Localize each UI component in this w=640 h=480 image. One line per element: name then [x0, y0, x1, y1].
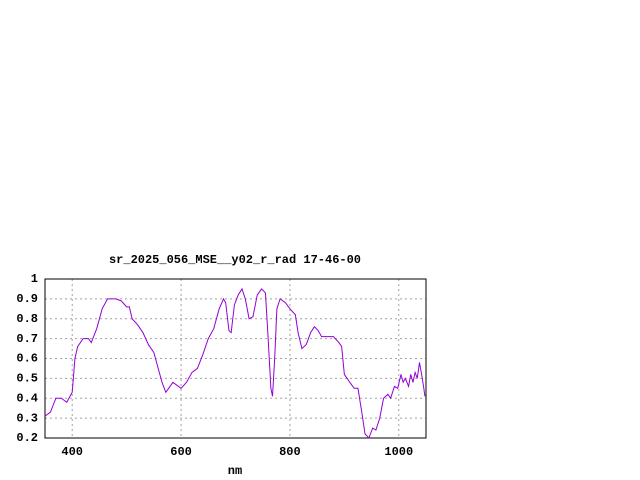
y-tick-label: 0.5 — [16, 372, 38, 386]
plot-frame — [44, 278, 427, 439]
x-tick-label: 600 — [170, 445, 192, 459]
y-tick-label: 0.3 — [16, 411, 38, 425]
y-tick-label: 0.4 — [16, 391, 38, 405]
y-tick-label: 0.9 — [16, 292, 38, 306]
y-tick-label: 0.8 — [16, 312, 38, 326]
y-tick-label: 0.6 — [16, 352, 38, 366]
x-tick-label: 1000 — [384, 445, 413, 459]
x-axis-label: nm — [228, 464, 242, 478]
x-tick-label: 400 — [61, 445, 83, 459]
y-tick-label: 0.2 — [16, 431, 38, 445]
y-tick-label: 1 — [31, 272, 38, 286]
chart-title: sr_2025_056_MSE__y02_r_rad 17-46-00 — [109, 253, 361, 267]
y-tick-label: 0.7 — [16, 332, 38, 346]
data-line — [44, 287, 426, 439]
x-tick-label: 800 — [279, 445, 301, 459]
